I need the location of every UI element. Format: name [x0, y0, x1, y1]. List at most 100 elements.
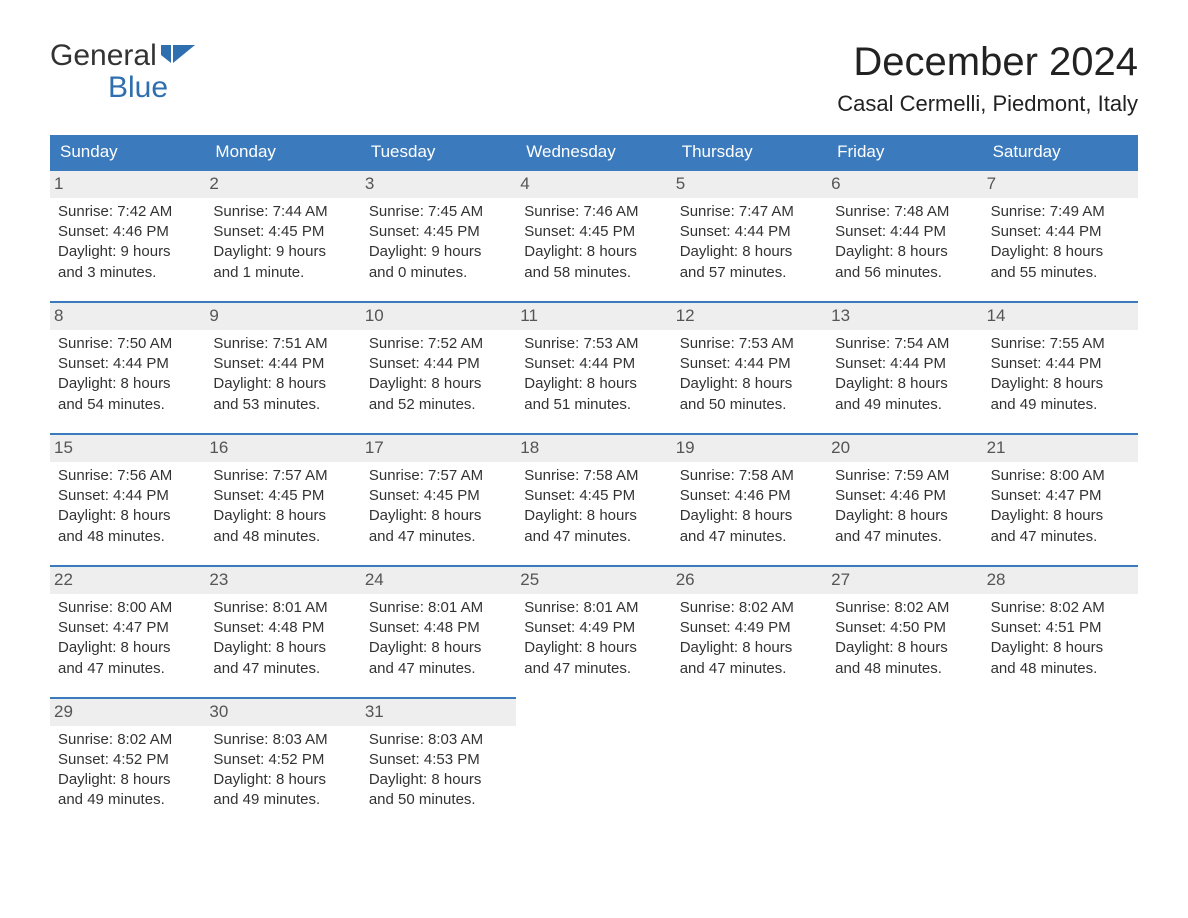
day-header: Sunday: [50, 135, 205, 169]
day-line: Sunrise: 8:01 AM: [524, 598, 665, 618]
day-details: Sunrise: 7:57 AMSunset: 4:45 PMDaylight:…: [367, 466, 510, 547]
day-line: Sunset: 4:48 PM: [369, 618, 510, 638]
day-header: Monday: [205, 135, 360, 169]
day-number: 7: [983, 171, 1138, 198]
day-line: Sunrise: 8:02 AM: [58, 730, 199, 750]
day-number: 9: [205, 303, 360, 330]
day-line: Daylight: 8 hours: [369, 506, 510, 526]
day-line: Sunset: 4:45 PM: [524, 222, 665, 242]
day-line: and 0 minutes.: [369, 263, 510, 283]
day-line: and 55 minutes.: [991, 263, 1132, 283]
day-line: and 54 minutes.: [58, 395, 199, 415]
day-cell: 8Sunrise: 7:50 AMSunset: 4:44 PMDaylight…: [50, 301, 205, 433]
day-cell: 28Sunrise: 8:02 AMSunset: 4:51 PMDayligh…: [983, 565, 1138, 697]
day-details: Sunrise: 8:00 AMSunset: 4:47 PMDaylight:…: [989, 466, 1132, 547]
header: General Blue December 2024 Casal Cermell…: [50, 40, 1138, 117]
day-line: Sunset: 4:44 PM: [680, 222, 821, 242]
day-number: 24: [361, 567, 516, 594]
day-line: Sunrise: 7:58 AM: [524, 466, 665, 486]
day-line: and 50 minutes.: [680, 395, 821, 415]
day-number: 11: [516, 303, 671, 330]
day-line: Sunset: 4:44 PM: [680, 354, 821, 374]
day-details: Sunrise: 7:57 AMSunset: 4:45 PMDaylight:…: [211, 466, 354, 547]
day-line: Sunset: 4:49 PM: [524, 618, 665, 638]
day-number: 28: [983, 567, 1138, 594]
day-line: Daylight: 8 hours: [58, 374, 199, 394]
day-line: and 47 minutes.: [680, 659, 821, 679]
day-cell: 3Sunrise: 7:45 AMSunset: 4:45 PMDaylight…: [361, 169, 516, 301]
day-line: and 48 minutes.: [58, 527, 199, 547]
day-line: Sunrise: 7:42 AM: [58, 202, 199, 222]
day-details: Sunrise: 7:50 AMSunset: 4:44 PMDaylight:…: [56, 334, 199, 415]
day-cell: 7Sunrise: 7:49 AMSunset: 4:44 PMDaylight…: [983, 169, 1138, 301]
day-number: 10: [361, 303, 516, 330]
day-line: Sunrise: 7:51 AM: [213, 334, 354, 354]
day-header: Friday: [827, 135, 982, 169]
day-cell: 5Sunrise: 7:47 AMSunset: 4:44 PMDaylight…: [672, 169, 827, 301]
day-line: Sunrise: 8:02 AM: [835, 598, 976, 618]
day-line: and 47 minutes.: [369, 659, 510, 679]
location: Casal Cermelli, Piedmont, Italy: [837, 91, 1138, 117]
day-line: Daylight: 8 hours: [213, 770, 354, 790]
day-line: Daylight: 8 hours: [369, 374, 510, 394]
empty-cell: [827, 697, 982, 829]
day-line: Daylight: 8 hours: [58, 638, 199, 658]
logo-general-text: General: [50, 40, 157, 72]
day-number: 16: [205, 435, 360, 462]
day-cell: 22 Sunrise: 8:00 AMSunset: 4:47 PMDayligh…: [50, 565, 205, 697]
day-details: Sunrise: 7:52 AMSunset: 4:44 PMDaylight:…: [367, 334, 510, 415]
day-line: Daylight: 8 hours: [524, 506, 665, 526]
day-number: 18: [516, 435, 671, 462]
day-details: Sunrise: 8:02 AMSunset: 4:52 PMDaylight:…: [56, 730, 199, 811]
day-cell: 29Sunrise: 8:02 AMSunset: 4:52 PMDayligh…: [50, 697, 205, 829]
day-line: Sunset: 4:45 PM: [369, 486, 510, 506]
day-line: Daylight: 8 hours: [835, 638, 976, 658]
day-cell: 9Sunrise: 7:51 AMSunset: 4:44 PMDaylight…: [205, 301, 360, 433]
day-line: Sunrise: 7:55 AM: [991, 334, 1132, 354]
day-details: Sunrise: 8:01 AMSunset: 4:49 PMDaylight:…: [522, 598, 665, 679]
day-cell: 1Sunrise: 7:42 AMSunset: 4:46 PMDaylight…: [50, 169, 205, 301]
day-number: 23: [205, 567, 360, 594]
day-line: Sunset: 4:46 PM: [680, 486, 821, 506]
day-number: 12: [672, 303, 827, 330]
day-line: Daylight: 8 hours: [835, 374, 976, 394]
flag-icon: [161, 40, 195, 72]
day-cell: 6Sunrise: 7:48 AMSunset: 4:44 PMDaylight…: [827, 169, 982, 301]
day-details: Sunrise: 8:03 AMSunset: 4:52 PMDaylight:…: [211, 730, 354, 811]
day-cell: 16 Sunrise: 7:57 AMSunset: 4:45 PMDayligh…: [205, 433, 360, 565]
day-line: and 48 minutes.: [991, 659, 1132, 679]
empty-cell: [983, 697, 1138, 829]
day-cell: 24Sunrise: 8:01 AMSunset: 4:48 PMDayligh…: [361, 565, 516, 697]
day-cell: 12Sunrise: 7:53 AMSunset: 4:44 PMDayligh…: [672, 301, 827, 433]
day-cell: 13Sunrise: 7:54 AMSunset: 4:44 PMDayligh…: [827, 301, 982, 433]
day-line: Daylight: 8 hours: [991, 506, 1132, 526]
day-line: and 48 minutes.: [213, 527, 354, 547]
day-details: Sunrise: 7:53 AMSunset: 4:44 PMDaylight:…: [522, 334, 665, 415]
day-line: Sunset: 4:50 PM: [835, 618, 976, 638]
day-number: 3: [361, 171, 516, 198]
day-details: Sunrise: 8:00 AMSunset: 4:47 PMDaylight:…: [56, 598, 199, 679]
day-number: 5: [672, 171, 827, 198]
day-line: Daylight: 8 hours: [58, 506, 199, 526]
day-number: 20: [827, 435, 982, 462]
day-line: Daylight: 8 hours: [213, 374, 354, 394]
day-line: Sunset: 4:44 PM: [835, 222, 976, 242]
day-line: Sunrise: 8:03 AM: [369, 730, 510, 750]
day-line: Daylight: 9 hours: [58, 242, 199, 262]
day-details: Sunrise: 7:58 AMSunset: 4:45 PMDaylight:…: [522, 466, 665, 547]
day-details: Sunrise: 8:01 AMSunset: 4:48 PMDaylight:…: [211, 598, 354, 679]
day-number: 14: [983, 303, 1138, 330]
day-line: Sunrise: 7:57 AM: [213, 466, 354, 486]
day-line: Sunrise: 7:44 AM: [213, 202, 354, 222]
day-line: Sunset: 4:47 PM: [991, 486, 1132, 506]
day-number: 22: [50, 567, 205, 594]
day-line: Daylight: 8 hours: [835, 242, 976, 262]
day-line: Sunrise: 7:53 AM: [680, 334, 821, 354]
day-number: 27: [827, 567, 982, 594]
logo: General Blue: [50, 40, 195, 103]
month-title: December 2024: [837, 40, 1138, 85]
day-cell: 30Sunrise: 8:03 AMSunset: 4:52 PMDayligh…: [205, 697, 360, 829]
day-details: Sunrise: 7:59 AMSunset: 4:46 PMDaylight:…: [833, 466, 976, 547]
day-number: 2: [205, 171, 360, 198]
day-header: Saturday: [983, 135, 1138, 169]
